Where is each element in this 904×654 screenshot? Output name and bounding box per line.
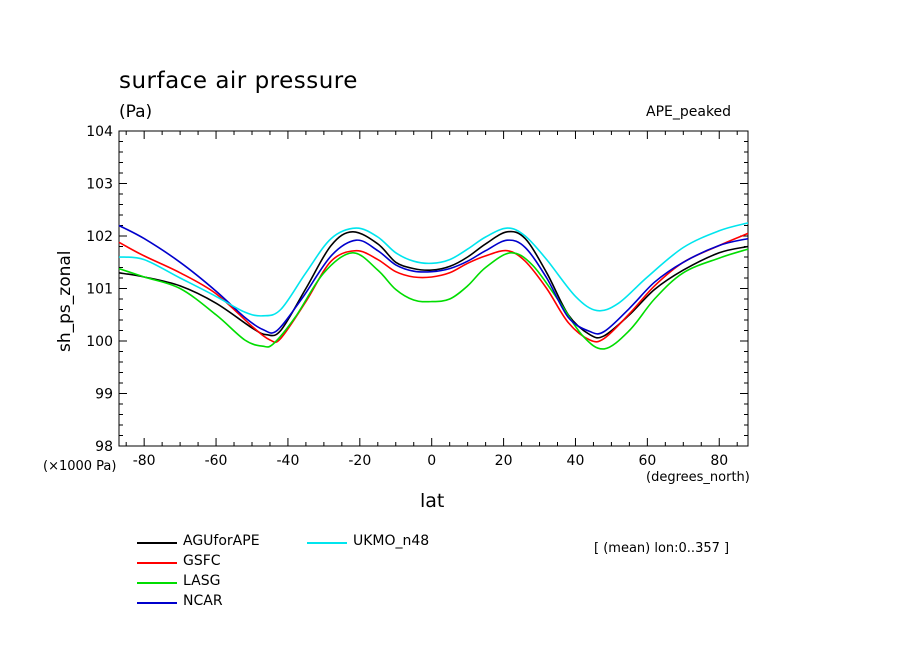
series-line-ukmo_n48 (118, 222, 749, 317)
x-tick-label: -40 (276, 453, 299, 469)
x-tick-label: 40 (567, 453, 585, 469)
x-tick-label: -60 (205, 453, 228, 469)
legend-swatch (137, 562, 177, 564)
legend-swatch (307, 542, 347, 544)
series-line-lasg (118, 248, 749, 350)
series-line-gsfc (118, 232, 749, 344)
chart-units: (Pa) (119, 102, 153, 122)
x-axis-label: lat (420, 490, 445, 512)
x-tick-label: 20 (495, 453, 513, 469)
x-tick-label: 60 (638, 453, 656, 469)
legend-swatch (137, 582, 177, 584)
x-axis-units: (degrees_north) (646, 470, 750, 485)
x-tick-label: 80 (710, 453, 728, 469)
y-tick-label: 104 (86, 124, 113, 140)
x-tick-label: -20 (348, 453, 371, 469)
chart-title: surface air pressure (119, 68, 358, 94)
y-tick-label: 101 (86, 282, 113, 298)
y-axis-label: sh_ps_zonal (55, 250, 75, 352)
series-lines (118, 222, 749, 350)
legend-swatch (137, 542, 177, 544)
legend-label: NCAR (183, 593, 223, 609)
y-tick-label: 100 (86, 334, 113, 350)
x-tick-label: 0 (427, 453, 436, 469)
legend-label: GSFC (183, 553, 221, 569)
y-tick-label: 103 (86, 177, 113, 193)
legend-swatch (137, 602, 177, 604)
axis-tick-labels: -80 -60 -40 -20 0 20 40 60 80 98 99 100 101 102 103 104 (86, 124, 728, 469)
y-tick-label: 102 (86, 229, 113, 245)
legend-label: AGUforAPE (183, 533, 260, 549)
y-tick-label: 99 (95, 387, 113, 403)
legend-label: LASG (183, 573, 221, 589)
y-tick-label: 98 (95, 439, 113, 455)
axis-ticks (119, 130, 748, 447)
legend-label: UKMO_n48 (353, 533, 430, 549)
series-line-ncar (118, 224, 749, 335)
mean-note: [ (mean) lon:0..357 ] (594, 541, 730, 556)
y-scale-note: (×1000 Pa) (43, 459, 117, 474)
x-tick-label: -80 (133, 453, 156, 469)
series-line-aguforape (118, 230, 749, 339)
experiment-label: APE_peaked (646, 104, 732, 120)
